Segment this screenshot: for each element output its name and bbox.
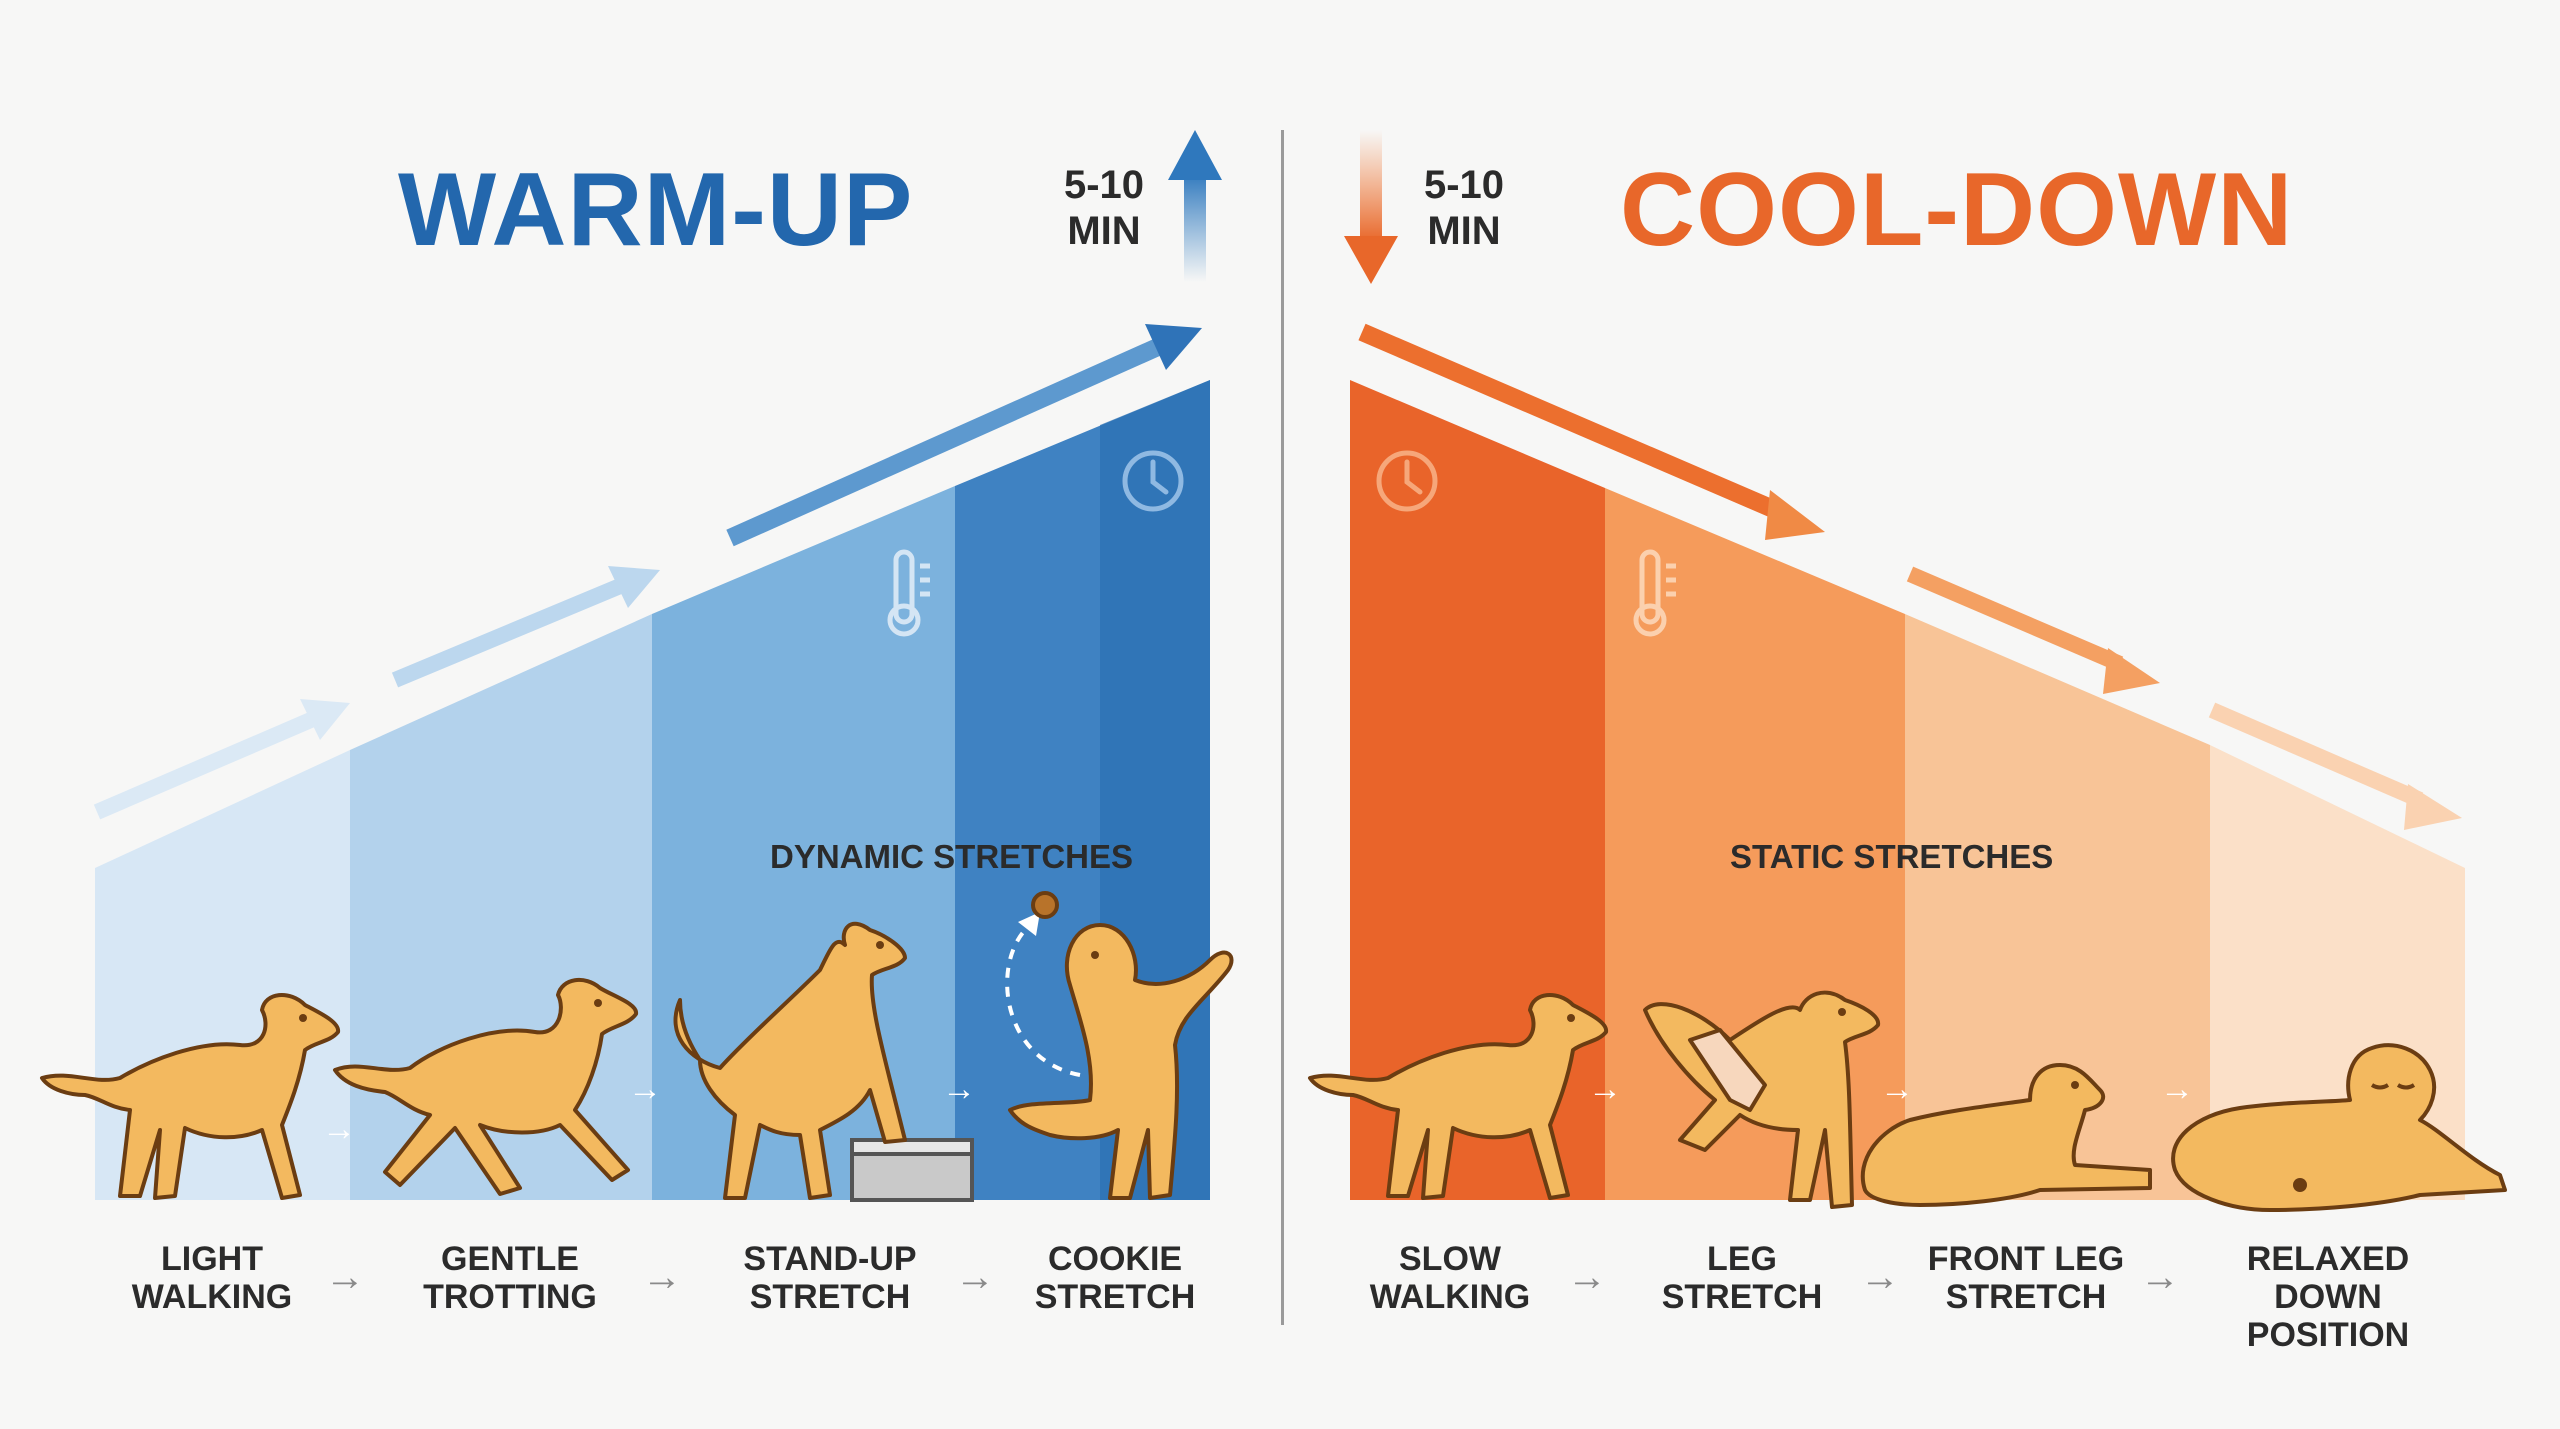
- warmup-title: WARM-UP: [398, 152, 914, 268]
- dog-slow-walking-icon: [1308, 992, 1608, 1200]
- warmup-step-1: LIGHT WALKING: [82, 1240, 342, 1316]
- step-label-line1: LEG: [1707, 1240, 1777, 1278]
- warmup-duration-value: 5-10: [1063, 163, 1145, 207]
- cooldown-trend-arrows: [1358, 323, 2462, 830]
- trend-arrow-icon: [1358, 323, 1825, 540]
- paw-pad-icon: [2293, 1178, 2307, 1192]
- warmup-ramp-segment-3: [652, 486, 955, 1200]
- trend-arrow-icon: [726, 324, 1202, 547]
- step-label-line2: STRETCH: [1034, 1278, 1196, 1316]
- flow-arrow-icon: →: [628, 1070, 662, 1108]
- flow-arrow-icon: →: [322, 1110, 356, 1148]
- warmup-step-3: STAND-UP STRETCH: [700, 1240, 960, 1316]
- step-arrow-icon: →: [1567, 1255, 1607, 1299]
- dog-stand-up-stretch-icon: [673, 921, 907, 1200]
- dog-cookie-stretch-icon: [1008, 891, 1234, 1200]
- step-label-line1: LIGHT: [161, 1240, 263, 1278]
- dogs-cooldown: [1308, 990, 2507, 1212]
- warmup-duration-unit: MIN: [1067, 209, 1141, 253]
- step-arrow-icon: →: [955, 1255, 995, 1299]
- step-label-line2: STRETCH: [749, 1278, 911, 1316]
- step-label-line2: STRETCH: [1945, 1278, 2107, 1316]
- warmup-phase-label: DYNAMIC STRETCHES: [770, 838, 1134, 875]
- cooldown-phase-label: STATIC STRETCHES: [1730, 838, 2054, 875]
- cooldown-title: COOL-DOWN: [1620, 152, 2294, 268]
- dog-relaxed-down-icon: [2171, 1043, 2507, 1212]
- step-label-line2: TROTTING: [423, 1278, 597, 1316]
- trend-arrow-icon: [391, 566, 660, 688]
- cooldown-duration-unit: MIN: [1427, 209, 1501, 253]
- warmup-duration: 5-10 MIN: [1044, 162, 1164, 254]
- clock-icon: [1376, 450, 1438, 512]
- step-label-line1: STAND-UP: [743, 1240, 917, 1278]
- warmup-trend-arrows: [93, 324, 1202, 820]
- step-arrow-icon: →: [2140, 1255, 2180, 1299]
- trend-arrow-icon: [2208, 702, 2462, 830]
- thermometer-icon: [887, 549, 930, 637]
- thermometer-icon: [1633, 549, 1676, 637]
- flow-arrow-icon: →: [942, 1070, 976, 1108]
- motion-arc-icon: [1005, 923, 1081, 1077]
- step-arrow-icon: →: [325, 1255, 365, 1299]
- cooldown-step-4: RELAXED DOWN POSITION: [2198, 1240, 2458, 1354]
- down-arrow-icon: [1344, 130, 1398, 284]
- cookie-icon: [1031, 891, 1059, 919]
- cooldown-duration-value: 5-10: [1423, 163, 1505, 207]
- step-label-line2: WALKING: [1369, 1278, 1531, 1316]
- step-label-line1: GENTLE: [441, 1240, 579, 1278]
- trend-arrow-icon: [93, 699, 350, 820]
- section-divider: [1281, 130, 1284, 1325]
- up-arrow-icon: [1168, 130, 1222, 282]
- flow-arrow-icon: →: [1880, 1070, 1914, 1108]
- clock-icon: [1122, 450, 1184, 512]
- step-label-line2: STRETCH: [1661, 1278, 1823, 1316]
- dog-leg-stretch-icon: [1643, 990, 1881, 1209]
- dog-light-walking-icon: [40, 992, 340, 1200]
- step-label-line2: POSITION: [2246, 1316, 2410, 1354]
- step-label-line1: RELAXED DOWN: [2246, 1240, 2410, 1316]
- flow-arrow-icon: →: [1588, 1070, 1622, 1108]
- warmup-step-2: GENTLE TROTTING: [380, 1240, 640, 1316]
- cooldown-duration: 5-10 MIN: [1404, 162, 1524, 254]
- dog-front-leg-stretch-icon: [1860, 1063, 2152, 1207]
- warmup-step-4: COOKIE STRETCH: [985, 1240, 1245, 1316]
- step-label-line1: FRONT LEG: [1927, 1240, 2125, 1278]
- trend-arrow-icon: [1906, 566, 2160, 694]
- cooldown-step-3: FRONT LEG STRETCH: [1896, 1240, 2156, 1316]
- step-label-line1: COOKIE: [1047, 1240, 1183, 1278]
- step-box-icon: [850, 1138, 974, 1202]
- step-arrow-icon: →: [642, 1255, 682, 1299]
- cooldown-step-2: LEG STRETCH: [1612, 1240, 1872, 1316]
- dog-gentle-trotting-icon: [333, 978, 638, 1196]
- cooldown-ramp-segment-3: [1905, 614, 2210, 1200]
- motion-arc-head-icon: [1018, 912, 1040, 936]
- step-label-line2: WALKING: [131, 1278, 293, 1316]
- dogs-warmup: [40, 891, 1234, 1200]
- human-hand-icon: [1688, 1028, 1767, 1112]
- step-label-line1: SLOW: [1399, 1240, 1501, 1278]
- flow-arrow-icon: →: [2160, 1070, 2194, 1108]
- step-arrow-icon: →: [1860, 1255, 1900, 1299]
- cooldown-step-1: SLOW WALKING: [1320, 1240, 1580, 1316]
